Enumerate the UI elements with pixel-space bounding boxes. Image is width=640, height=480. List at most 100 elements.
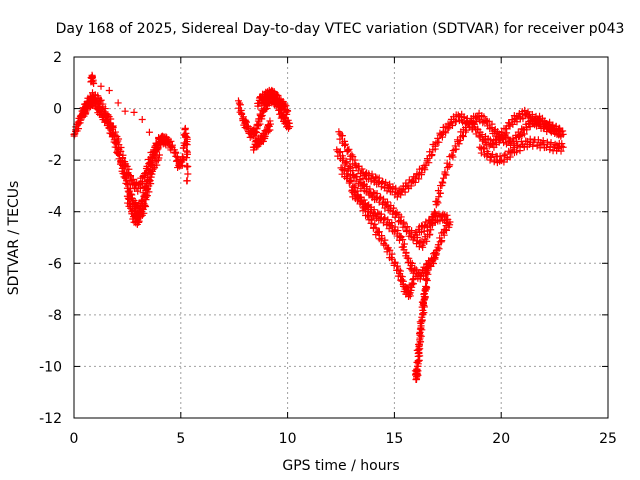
x-tick-label: 15 (385, 431, 403, 447)
data-point (449, 153, 457, 161)
data-point (452, 117, 460, 125)
data-point (413, 346, 421, 354)
y-axis-label: SDTVAR / TECUs (6, 181, 22, 296)
data-point (431, 255, 439, 263)
data-point (390, 204, 398, 212)
data-point (354, 193, 362, 201)
data-point (128, 191, 136, 199)
data-point (179, 153, 187, 161)
data-point (396, 217, 404, 225)
y-tick-label: -4 (48, 205, 62, 221)
data-point (397, 233, 405, 241)
data-point (184, 170, 192, 178)
data-point (147, 173, 155, 181)
data-point (504, 133, 512, 141)
data-point (459, 133, 467, 141)
data-point (503, 154, 511, 162)
data-point (432, 139, 440, 147)
data-point (349, 167, 357, 175)
data-point (235, 99, 243, 107)
data-point (141, 173, 149, 181)
data-point (357, 198, 365, 206)
data-point (159, 136, 167, 144)
data-point (374, 209, 382, 217)
data-point (415, 341, 423, 349)
data-point (462, 126, 470, 134)
data-point (244, 123, 252, 131)
data-point (433, 197, 441, 205)
data-point (427, 226, 435, 234)
data-point (348, 187, 356, 195)
data-point (403, 223, 411, 231)
data-point (380, 195, 388, 203)
data-point (479, 145, 487, 153)
data-point (135, 217, 143, 225)
data-point (182, 129, 190, 137)
data-point (351, 156, 359, 164)
data-point (258, 112, 266, 120)
x-tick-label: 25 (599, 431, 617, 447)
data-point (369, 188, 377, 196)
data-point (413, 358, 421, 366)
data-point (156, 140, 164, 148)
data-point (405, 290, 413, 298)
data-point (434, 199, 442, 207)
data-point (366, 185, 374, 193)
data-point (101, 105, 109, 113)
data-point (387, 222, 395, 230)
data-point (442, 171, 450, 179)
data-point (280, 103, 288, 111)
data-point (120, 163, 128, 171)
data-point (439, 179, 447, 187)
data-point (239, 113, 247, 121)
data-point (402, 248, 410, 256)
data-point (466, 123, 474, 131)
data-point (75, 119, 83, 127)
data-point (143, 192, 151, 200)
data-point (395, 266, 403, 274)
data-point (441, 170, 449, 178)
data-point (372, 224, 380, 232)
data-point (181, 126, 189, 134)
data-point (364, 208, 372, 216)
data-point (275, 95, 283, 103)
data-point (138, 116, 146, 124)
x-tick-label: 20 (492, 431, 510, 447)
data-point (367, 215, 375, 223)
data-point (127, 190, 135, 198)
data-point (422, 285, 430, 293)
x-tick-label: 5 (176, 431, 185, 447)
data-point (183, 154, 191, 162)
data-point (117, 147, 125, 155)
y-tick-label: -6 (48, 256, 62, 272)
y-tick-label: 0 (53, 102, 62, 118)
data-point (141, 201, 149, 209)
data-point (412, 370, 420, 378)
data-point (460, 113, 468, 121)
data-point (421, 166, 429, 174)
data-point (397, 191, 405, 199)
data-point (338, 132, 346, 140)
data-point (246, 133, 254, 141)
data-point (238, 109, 246, 117)
data-point (375, 179, 383, 187)
data-point (172, 149, 180, 157)
data-point (438, 237, 446, 245)
data-point (442, 129, 450, 137)
data-point (142, 196, 150, 204)
data-point (547, 139, 555, 147)
data-point (431, 145, 439, 153)
data-point (432, 251, 440, 259)
data-point (127, 172, 135, 180)
x-axis-label: GPS time / hours (282, 458, 399, 474)
data-point (506, 153, 514, 161)
data-point (183, 148, 191, 156)
data-point (183, 177, 191, 185)
data-point (505, 147, 513, 155)
y-tick-label: -12 (39, 411, 62, 427)
data-point (444, 215, 452, 223)
data-point (444, 125, 452, 133)
data-point (154, 156, 162, 164)
data-point (446, 161, 454, 169)
data-point (416, 318, 424, 326)
